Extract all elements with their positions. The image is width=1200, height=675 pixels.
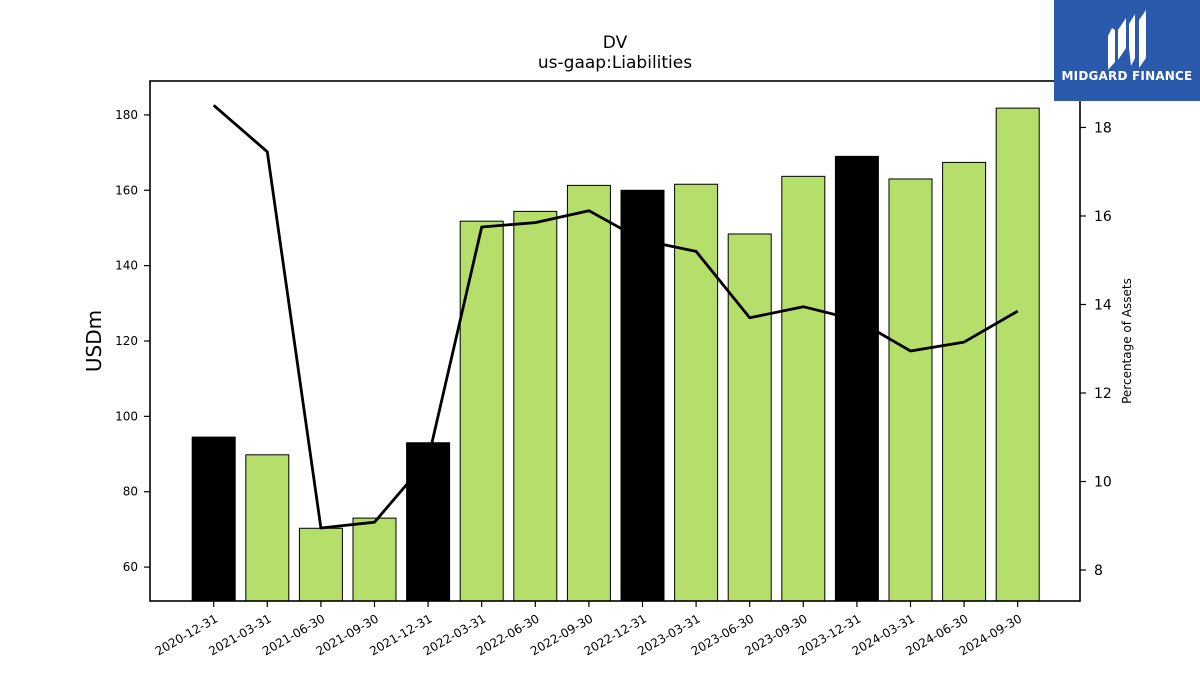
y-tick-label: 100 [115, 409, 138, 423]
bar-2022-03-31 [459, 220, 504, 602]
percentage-line [212, 104, 1019, 530]
y-tick-label: 120 [115, 334, 138, 348]
midgard-finance-logo: MIDGARD FINANCE [1054, 0, 1200, 101]
bar-2022-09-30 [566, 184, 611, 602]
bar-2023-03-31 [674, 183, 719, 602]
y-tick-label: 140 [115, 259, 138, 273]
plot-frame [149, 80, 1081, 602]
y2-axis-label: Percentage of Assets [1120, 278, 1134, 404]
y-axis-label: USDm [82, 310, 106, 372]
line-group [212, 104, 1019, 530]
y-axis-left: 60 80 100 120 140 160 180 [115, 108, 150, 574]
y2-tick-label: 12 [1094, 386, 1112, 402]
x-axis: 2020-12-312021-03-312021-06-302021-09-30… [153, 601, 1024, 658]
bar-2021-12-31 [406, 442, 451, 602]
bar-2021-09-30 [352, 517, 397, 602]
bar-2023-09-30 [781, 175, 826, 602]
y2-tick-label: 14 [1094, 297, 1112, 313]
chart-title: DV [603, 33, 628, 53]
logo-text: MIDGARD FINANCE [1061, 69, 1193, 83]
bars-group [191, 107, 1040, 602]
bar-2023-12-31 [834, 155, 879, 602]
y2-tick-label: 8 [1094, 563, 1103, 579]
bar-2024-09-30 [995, 107, 1040, 602]
bar-2022-12-31 [620, 189, 665, 602]
bar-2020-12-31 [191, 436, 236, 602]
chart-subtitle: us-gaap:Liabilities [538, 53, 692, 73]
bar-2023-06-30 [727, 233, 772, 602]
bar-2021-03-31 [245, 454, 290, 602]
y2-tick-label: 16 [1094, 209, 1112, 225]
y-tick-label: 80 [123, 485, 138, 499]
y-axis-right: 8 10 12 14 16 18 [1080, 120, 1112, 579]
y-tick-label: 180 [115, 108, 138, 122]
y2-tick-label: 10 [1094, 475, 1112, 491]
y-tick-label: 160 [115, 183, 138, 197]
bar-2024-06-30 [942, 161, 987, 602]
midgard-logo-icon [1108, 10, 1146, 70]
bar-2021-06-30 [298, 527, 343, 602]
bar-2022-06-30 [513, 210, 558, 602]
y-tick-label: 60 [123, 560, 138, 574]
bar-2024-03-31 [888, 178, 933, 602]
y2-tick-label: 18 [1094, 120, 1112, 136]
